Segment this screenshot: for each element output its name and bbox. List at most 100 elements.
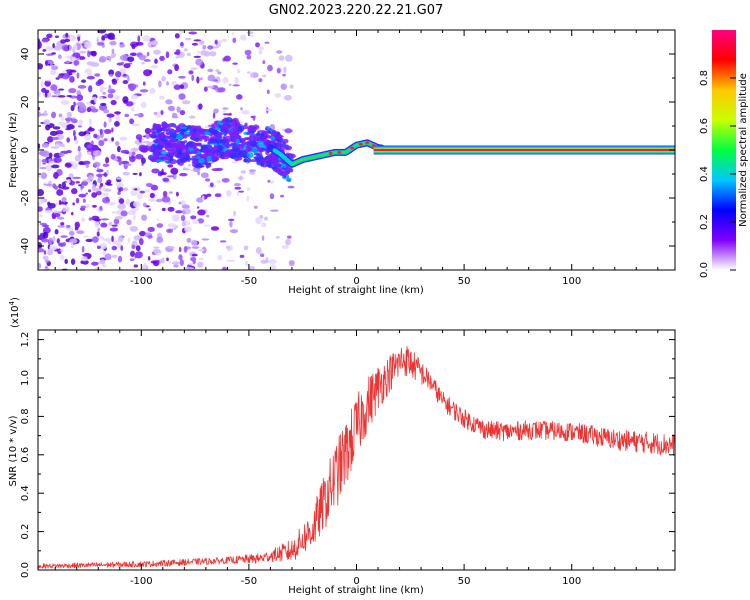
- heatmap-cell: [147, 256, 151, 261]
- heatmap-cell: [103, 109, 109, 114]
- heatmap-cell: [198, 158, 205, 164]
- heatmap-cell: [192, 220, 200, 224]
- heatmap-cell: [60, 235, 68, 238]
- heatmap-cell: [88, 118, 92, 126]
- heatmap-cell: [124, 163, 132, 166]
- heatmap-cell: [260, 159, 267, 163]
- heatmap-cell: [274, 93, 282, 98]
- heatmap-cell: [154, 149, 159, 156]
- colorbar-tick-label: 0.8: [699, 70, 710, 86]
- heatmap-cell: [228, 218, 235, 222]
- heatmap-cell: [266, 163, 273, 168]
- heatmap-cell: [289, 168, 294, 173]
- heatmap-cell: [48, 237, 53, 244]
- heatmap-cell: [240, 34, 247, 41]
- heatmap-cell: [179, 259, 184, 266]
- heatmap-cell: [51, 137, 59, 140]
- heatmap-cell: [231, 32, 235, 36]
- heatmap-cell: [328, 151, 333, 155]
- heatmap-cell: [178, 93, 186, 100]
- heatmap-cell: [102, 91, 107, 95]
- heatmap-cell: [56, 216, 65, 220]
- heatmap-cell: [173, 84, 181, 91]
- heatmap-cell: [130, 147, 139, 152]
- heatmap-cell: [45, 46, 54, 51]
- heatmap-cell: [41, 238, 50, 243]
- heatmap-cell: [231, 161, 238, 164]
- heatmap-cell: [335, 151, 338, 154]
- heatmap-cell: [99, 242, 107, 250]
- snr-ytick-label: 1.2: [20, 332, 31, 348]
- heatmap-cell: [203, 86, 208, 92]
- heatmap-cell: [59, 249, 64, 252]
- heatmap-cell: [106, 113, 115, 118]
- spectrogram-xtick-label: 100: [562, 276, 581, 287]
- heatmap-cell: [85, 163, 89, 168]
- heatmap-cell: [74, 155, 81, 162]
- heatmap-cell: [51, 95, 58, 98]
- heatmap-cell: [38, 161, 42, 168]
- heatmap-cell: [118, 159, 122, 166]
- heatmap-cell: [178, 201, 182, 205]
- heatmap-cell: [129, 258, 135, 261]
- heatmap-cell: [133, 201, 141, 208]
- heatmap-cell: [161, 207, 166, 212]
- heatmap-cell: [105, 56, 114, 59]
- heatmap-cell: [184, 37, 192, 41]
- heatmap-cell: [96, 37, 100, 44]
- heatmap-cell: [76, 230, 85, 235]
- heatmap-cell: [118, 198, 125, 205]
- heatmap-cell: [65, 32, 69, 38]
- heatmap-cell: [102, 192, 109, 197]
- heatmap-cell: [283, 66, 287, 74]
- heatmap-cell: [181, 100, 191, 105]
- heatmap-cell: [133, 264, 139, 268]
- heatmap-cell: [244, 49, 252, 56]
- heatmap-cell: [50, 84, 58, 92]
- heatmap-cell: [193, 39, 202, 42]
- heatmap-cell: [50, 69, 57, 76]
- heatmap-cell: [176, 191, 179, 197]
- heatmap-cell: [109, 40, 117, 46]
- spectrogram-xtick-label: 0: [353, 276, 359, 287]
- heatmap-cell: [188, 70, 194, 75]
- heatmap-cell: [137, 185, 140, 193]
- heatmap-cell: [249, 72, 259, 79]
- heatmap-cell: [84, 133, 91, 141]
- heatmap-cell: [286, 235, 292, 239]
- heatmap-cell: [66, 94, 73, 98]
- colorbar-tick-label: 0.4: [699, 166, 710, 182]
- heatmap-cell: [189, 157, 198, 161]
- snr-xtick-label: 50: [458, 576, 471, 587]
- heatmap-cell: [122, 73, 127, 77]
- heatmap-cell: [108, 84, 112, 92]
- heatmap-cell: [259, 214, 264, 219]
- heatmap-cell: [147, 226, 155, 232]
- heatmap-cell: [224, 149, 233, 156]
- heatmap-cell: [172, 151, 178, 156]
- heatmap-cell: [121, 61, 125, 65]
- heatmap-cell: [53, 213, 61, 218]
- heatmap-cell: [277, 133, 282, 140]
- heatmap-cell: [288, 260, 295, 267]
- heatmap-cell: [40, 80, 44, 88]
- heatmap-cell: [38, 248, 45, 253]
- heatmap-cell: [183, 140, 188, 143]
- heatmap-cell: [38, 189, 45, 197]
- heatmap-cell: [166, 81, 169, 86]
- heatmap-cell: [117, 177, 123, 180]
- heatmap-cell: [255, 217, 263, 225]
- heatmap-cell: [54, 229, 59, 235]
- heatmap-cell: [179, 142, 185, 147]
- heatmap-cell: [289, 84, 294, 89]
- heatmap-cell: [282, 138, 289, 144]
- heatmap-cell: [217, 87, 226, 93]
- heatmap-cell: [196, 206, 200, 209]
- heatmap-cell: [127, 83, 137, 91]
- heatmap-cell: [171, 147, 175, 152]
- heatmap-cell: [73, 101, 76, 107]
- heatmap-cell: [269, 209, 279, 212]
- heatmap-cell: [107, 93, 114, 99]
- heatmap-cell: [99, 128, 103, 135]
